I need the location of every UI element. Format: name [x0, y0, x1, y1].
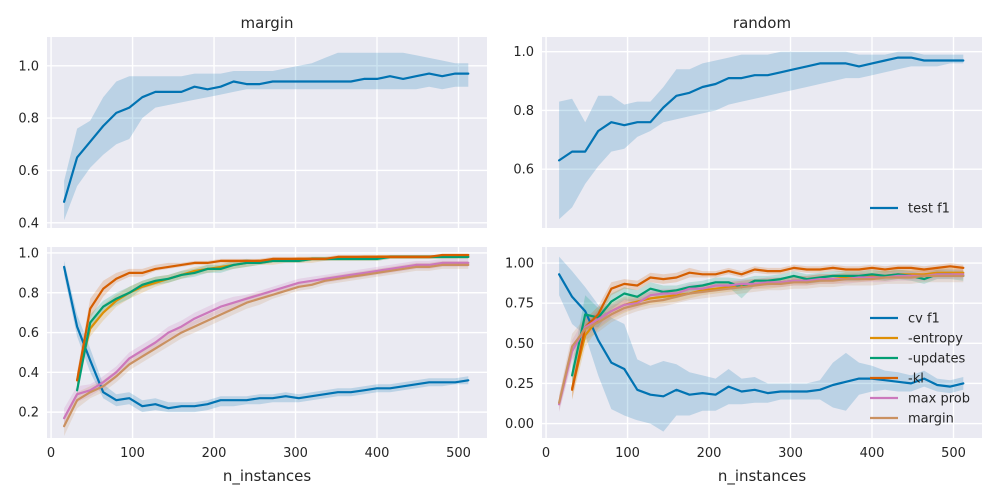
- series-line: [557, 273, 965, 406]
- legend-entry: -updates: [908, 352, 965, 367]
- series-line: [570, 265, 965, 391]
- panel-title: margin: [241, 14, 294, 32]
- legend-entry: -entropy: [908, 332, 963, 347]
- x-axis-label: n_instances: [718, 467, 807, 486]
- legend: test f1: [870, 202, 950, 217]
- panels: 0.4 0.6 0.8 1.0 margin 0.6 0.8 1.0 random test f1…: [18, 14, 982, 486]
- x-tick-label: 100: [615, 446, 640, 461]
- x-tick-label: 200: [202, 446, 227, 461]
- y-tick-label: 1.0: [18, 59, 39, 74]
- y-tick-label: 0.00: [505, 417, 534, 432]
- y-tick-label: 0.50: [505, 337, 534, 352]
- x-tick-label: 100: [120, 446, 145, 461]
- x-tick-label: 500: [446, 446, 471, 461]
- y-tick-label: 0.2: [18, 406, 39, 421]
- y-tick-label: 0.8: [18, 112, 39, 127]
- x-tick-label: 400: [860, 446, 885, 461]
- panel-random-bottom: 0 100 200 300 400 500 0.00 0.25 0.50 0.75 1.00 n_in…: [505, 247, 982, 486]
- series-line: [62, 265, 470, 410]
- series-line: [557, 56, 965, 162]
- data-layer: [557, 256, 965, 432]
- x-tick-label: 200: [697, 446, 722, 461]
- y-tick-label: 0.8: [18, 286, 39, 301]
- x-axis-label: n_instances: [223, 467, 312, 486]
- plot-area: [47, 37, 487, 228]
- series-line: [557, 274, 965, 404]
- data-layer: [557, 51, 965, 220]
- panel-random-top: 0.6 0.8 1.0 random test f1: [513, 14, 982, 228]
- y-tick-label: 0.25: [505, 377, 534, 392]
- x-tick-label: 0: [542, 446, 550, 461]
- y-tick-label: 0.8: [513, 104, 534, 119]
- y-tick-label: 1.0: [18, 246, 39, 261]
- series-line: [570, 273, 965, 377]
- plot-area: [47, 247, 487, 438]
- series-line: [62, 72, 470, 203]
- legend-entry: test f1: [908, 202, 950, 217]
- confidence-band: [559, 256, 964, 432]
- y-tick-label: 0.4: [18, 366, 39, 381]
- y-tick-label: 1.0: [513, 45, 534, 60]
- series-line: [62, 263, 470, 428]
- confidence-band: [572, 269, 964, 385]
- confidence-band: [559, 51, 964, 220]
- x-tick-label: 500: [941, 446, 966, 461]
- y-tick-label: 0.4: [18, 216, 39, 231]
- panel-margin-bottom: 0 100 200 300 400 500 0.2 0.4 0.6 0.8 1.0 n_instanc…: [18, 246, 487, 486]
- y-tick-label: 1.00: [505, 257, 534, 272]
- y-tick-label: 0.75: [505, 297, 534, 312]
- confidence-band: [64, 52, 469, 221]
- confidence-band: [64, 260, 469, 413]
- legend-entry: -kl: [908, 372, 924, 387]
- legend-entry: cv f1: [908, 312, 940, 327]
- y-tick-label: 0.6: [513, 163, 534, 178]
- series-line: [62, 261, 470, 420]
- confidence-band: [572, 267, 964, 400]
- x-tick-label: 400: [365, 446, 390, 461]
- x-tick-label: 300: [778, 446, 803, 461]
- x-tick-label: 0: [47, 446, 55, 461]
- legend-entry: max prob: [908, 392, 970, 407]
- confidence-band: [559, 269, 964, 411]
- series-line: [557, 273, 965, 398]
- panel-margin-top: 0.4 0.6 0.8 1.0 margin: [18, 14, 487, 231]
- series-line: [75, 253, 470, 382]
- panel-title: random: [733, 14, 791, 32]
- plot-area: [542, 37, 982, 228]
- data-layer: [62, 253, 470, 436]
- plot-area: [542, 247, 982, 438]
- data-layer: [62, 52, 470, 221]
- x-tick-label: 300: [283, 446, 308, 461]
- y-tick-label: 0.6: [18, 326, 39, 341]
- legend: cv f1 -entropy -updates -kl max prob margin: [870, 312, 970, 427]
- y-tick-label: 0.6: [18, 164, 39, 179]
- legend-entry: margin: [908, 412, 954, 427]
